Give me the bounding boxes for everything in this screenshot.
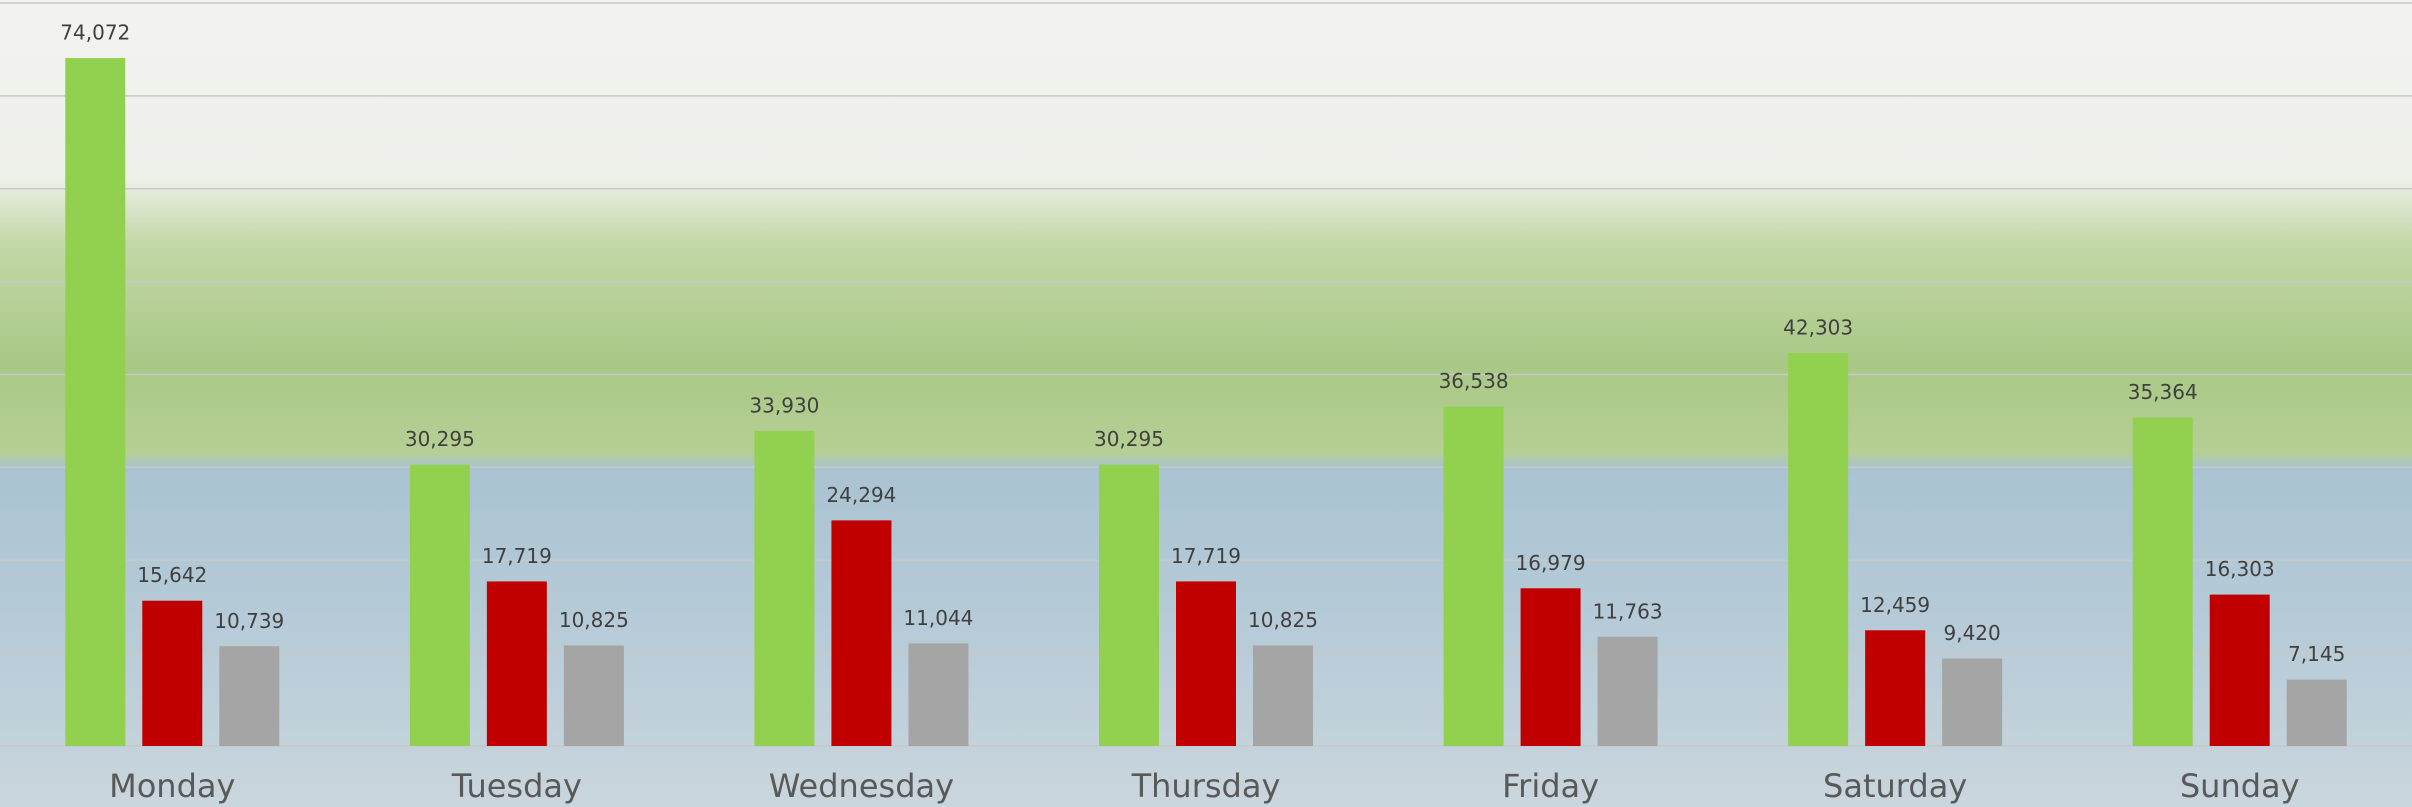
bar xyxy=(2286,679,2347,746)
data-label: 11,763 xyxy=(1593,599,1663,623)
data-label: 12,459 xyxy=(1860,593,1930,617)
x-tick-label: Sunday xyxy=(2180,767,2300,805)
data-label: 24,294 xyxy=(826,483,896,507)
bar xyxy=(1865,630,1926,746)
bar xyxy=(1443,406,1504,746)
bar xyxy=(142,600,203,746)
bar xyxy=(1253,645,1313,746)
bar xyxy=(563,645,624,746)
data-label: 16,979 xyxy=(1516,551,1586,575)
data-label: 15,642 xyxy=(137,563,207,587)
bar xyxy=(1597,636,1658,746)
x-tick-label: Saturday xyxy=(1823,767,1967,805)
data-label: 11,044 xyxy=(903,606,973,630)
x-tick-label: Thursday xyxy=(1131,767,1281,805)
bar xyxy=(2209,594,2270,746)
x-tick-label: Monday xyxy=(109,767,235,805)
x-tick-label: Wednesday xyxy=(769,767,954,805)
bar xyxy=(409,464,470,746)
data-label: 30,295 xyxy=(405,427,475,451)
bar xyxy=(1520,588,1581,746)
x-tick-label: Tuesday xyxy=(451,767,582,805)
bar xyxy=(908,643,969,746)
bar xyxy=(1942,658,2003,746)
data-label: 33,930 xyxy=(749,393,819,417)
x-tick-label: Friday xyxy=(1502,767,1599,805)
data-label: 10,825 xyxy=(559,608,629,632)
data-label: 30,295 xyxy=(1094,427,1164,451)
data-label: 42,303 xyxy=(1783,316,1853,340)
data-label: 10,825 xyxy=(1248,608,1318,632)
bar xyxy=(486,581,547,746)
bar xyxy=(1099,464,1159,746)
data-label: 10,739 xyxy=(214,609,284,633)
data-label: 9,420 xyxy=(1944,621,2001,645)
bar xyxy=(2132,417,2193,746)
data-label: 74,072 xyxy=(60,21,130,45)
bar xyxy=(65,58,126,747)
bar xyxy=(831,520,892,746)
data-label: 36,538 xyxy=(1439,369,1509,393)
data-label: 7,145 xyxy=(2288,642,2345,666)
bar xyxy=(219,646,280,746)
bar xyxy=(1788,353,1849,746)
data-label: 17,719 xyxy=(482,544,552,568)
data-label: 16,303 xyxy=(2205,557,2275,581)
data-label: 35,364 xyxy=(2128,380,2198,404)
bar xyxy=(1176,581,1236,746)
data-label: 17,719 xyxy=(1171,544,1241,568)
bar xyxy=(754,430,815,746)
